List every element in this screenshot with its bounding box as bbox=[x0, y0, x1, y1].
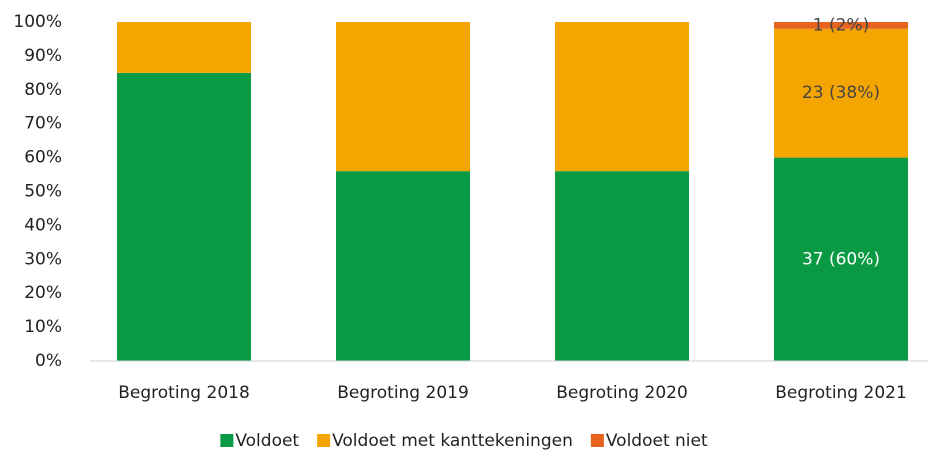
bar-segment bbox=[336, 22, 470, 172]
data-label: 23 (38%) bbox=[802, 83, 880, 103]
y-tick-label: 80% bbox=[24, 80, 62, 100]
y-tick-label: 100% bbox=[13, 12, 62, 32]
data-label: 37 (60%) bbox=[802, 249, 880, 269]
legend-marker bbox=[590, 434, 604, 447]
data-label: 1 (2%) bbox=[813, 15, 869, 35]
y-tick-label: 50% bbox=[24, 182, 62, 202]
y-tick-label: 70% bbox=[24, 114, 62, 134]
bar-segment bbox=[117, 72, 251, 361]
y-tick-label: 10% bbox=[24, 317, 62, 337]
bar-segment bbox=[336, 171, 470, 361]
legend-marker bbox=[220, 434, 234, 447]
bar-segment bbox=[774, 28, 908, 158]
y-tick-label: 40% bbox=[24, 215, 62, 235]
x-tick-label: Begroting 2018 bbox=[118, 383, 250, 403]
legend-label: Voldoet niet bbox=[606, 431, 708, 451]
bar-segment bbox=[774, 22, 908, 29]
y-tick-label: 30% bbox=[24, 249, 62, 269]
legend-marker bbox=[317, 434, 331, 447]
y-tick-label: 20% bbox=[24, 283, 62, 303]
x-tick-label: Begroting 2019 bbox=[337, 383, 469, 403]
legend-label: Voldoet met kanttekeningen bbox=[332, 431, 573, 451]
y-tick-label: 60% bbox=[24, 148, 62, 168]
legend-label: Voldoet bbox=[235, 431, 299, 451]
x-tick-label: Begroting 2020 bbox=[556, 383, 688, 403]
y-tick-label: 0% bbox=[35, 351, 62, 371]
bar-segment bbox=[117, 22, 251, 73]
bar-segment bbox=[555, 22, 689, 172]
y-tick-label: 90% bbox=[24, 46, 62, 66]
x-tick-label: Begroting 2021 bbox=[775, 383, 907, 403]
bar-segment bbox=[774, 157, 908, 361]
bar-segment bbox=[555, 171, 689, 361]
